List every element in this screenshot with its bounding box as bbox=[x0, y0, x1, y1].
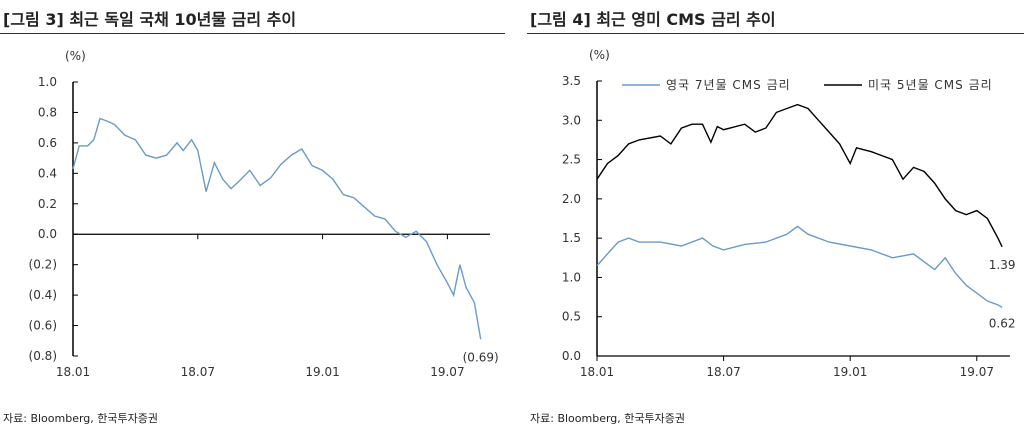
legend-label: 미국 5년물 CMS 금리 bbox=[868, 78, 993, 92]
y-tick-label: 0.4 bbox=[38, 166, 57, 180]
chart-title-right: [그림 4] 최근 영미 CMS 금리 추이 bbox=[530, 10, 776, 29]
end-value-label: 1.39 bbox=[989, 258, 1016, 272]
x-tick-label: 18.07 bbox=[706, 365, 740, 379]
y-tick-label: 0.6 bbox=[38, 136, 57, 150]
end-value-label: 0.62 bbox=[989, 316, 1016, 330]
title-divider-left bbox=[0, 33, 505, 34]
y-tick-label: (0.6) bbox=[29, 319, 57, 333]
x-tick-label: 18.01 bbox=[580, 365, 614, 379]
unit-label: (%) bbox=[65, 49, 86, 63]
y-tick-label: (0.4) bbox=[29, 288, 57, 302]
source-left: 자료: Bloomberg, 한국투자증권 bbox=[3, 412, 158, 425]
y-tick-label: 1.0 bbox=[562, 270, 581, 284]
series-line-1 bbox=[596, 103, 1003, 248]
y-tick-label: 0.8 bbox=[38, 105, 57, 119]
y-tick-label: (0.2) bbox=[29, 258, 57, 272]
y-tick-label: 3.5 bbox=[562, 74, 581, 88]
x-tick-label: 18.01 bbox=[56, 365, 90, 379]
y-tick-label: 2.0 bbox=[562, 192, 581, 206]
y-tick-label: 1.0 bbox=[38, 75, 57, 89]
chart-title-left: [그림 3] 최근 독일 국채 10년물 금리 추이 bbox=[3, 10, 297, 29]
y-tick-label: 2.5 bbox=[562, 153, 581, 167]
x-tick-label: 18.07 bbox=[181, 365, 215, 379]
y-tick-label: 0.2 bbox=[38, 197, 57, 211]
title-divider-right bbox=[527, 33, 1024, 34]
x-tick-label: 19.01 bbox=[833, 365, 867, 379]
unit-label: (%) bbox=[589, 48, 610, 62]
legend-label: 영국 7년물 CMS 금리 bbox=[666, 78, 791, 92]
y-tick-label: 1.5 bbox=[562, 231, 581, 245]
y-tick-label: 0.0 bbox=[38, 227, 57, 241]
x-tick-label: 19.07 bbox=[430, 365, 464, 379]
series-line-0 bbox=[72, 117, 482, 340]
y-tick-label: (0.8) bbox=[29, 349, 57, 363]
end-value-label: (0.69) bbox=[463, 350, 499, 364]
x-tick-label: 19.01 bbox=[305, 365, 339, 379]
y-tick-label: 3.0 bbox=[562, 113, 581, 127]
x-tick-label: 19.07 bbox=[960, 365, 994, 379]
y-tick-label: 0.0 bbox=[562, 349, 581, 363]
series-line-0 bbox=[596, 225, 1003, 308]
y-tick-label: 0.5 bbox=[562, 310, 581, 324]
source-right: 자료: Bloomberg, 한국투자증권 bbox=[530, 412, 685, 425]
